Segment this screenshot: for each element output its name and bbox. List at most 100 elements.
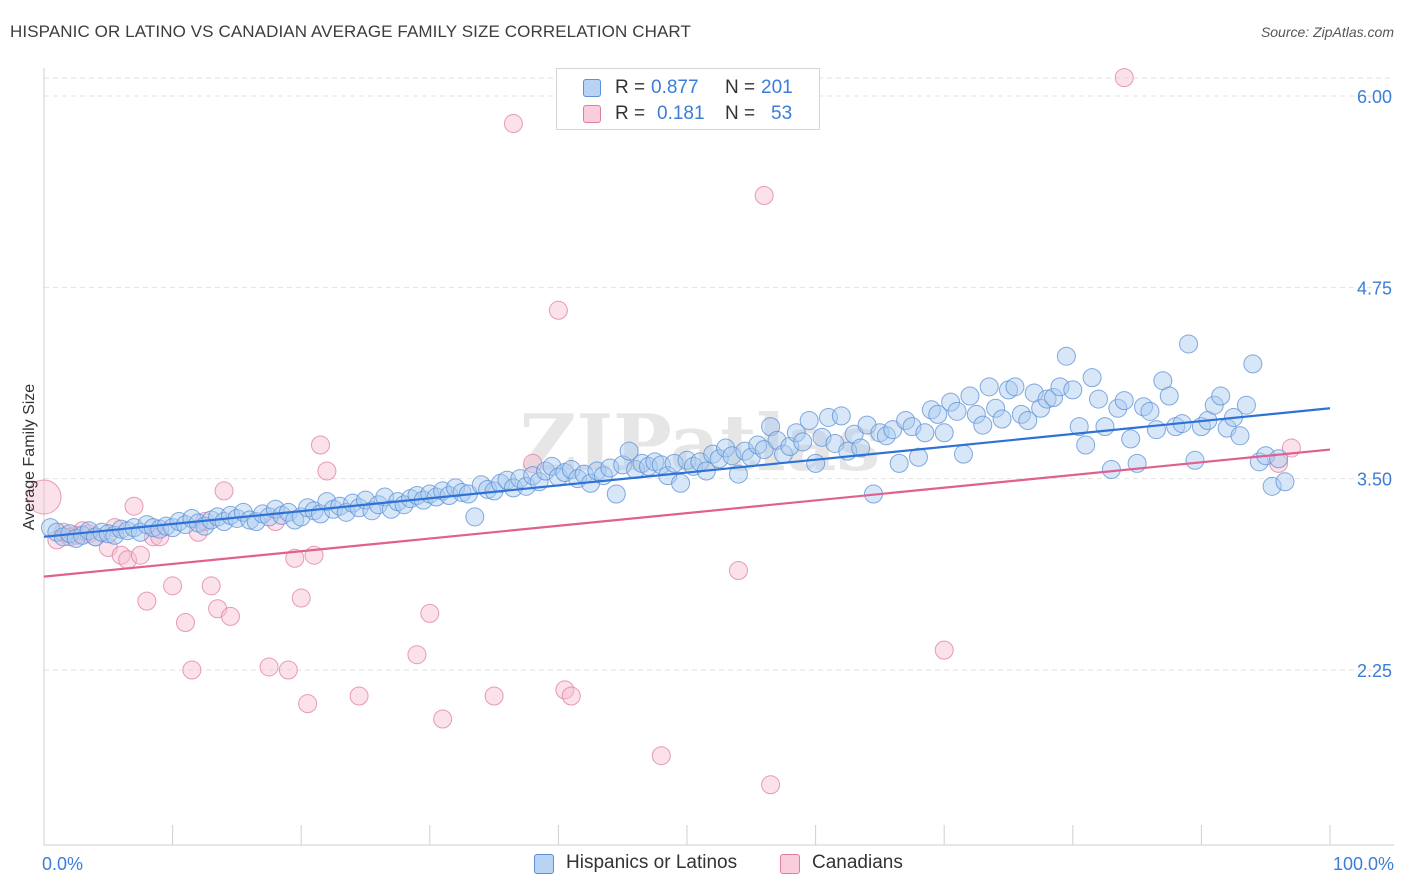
n-value: 53 (771, 103, 793, 124)
point-canadians (433, 709, 453, 729)
point-hispanics (1095, 417, 1115, 437)
point-canadians (317, 461, 337, 481)
point-hispanics (986, 398, 1006, 418)
point-canadians (407, 645, 427, 665)
point-canadians (484, 686, 504, 706)
point-hispanics (786, 423, 806, 443)
point-hispanics (1121, 429, 1141, 449)
r-label: R = (615, 77, 646, 98)
point-hispanics (1185, 450, 1205, 470)
grid-lines (44, 77, 1394, 671)
point-hispanics (928, 404, 948, 424)
point-canadians (310, 435, 330, 455)
point-hispanics (1140, 401, 1160, 421)
point-hispanics (831, 406, 851, 426)
point-hispanics (1089, 389, 1109, 409)
point-hispanics (1159, 386, 1179, 406)
point-hispanics (1275, 472, 1295, 492)
r-value: 0.877 (651, 77, 699, 98)
point-hispanics (973, 415, 993, 435)
point-hispanics (889, 453, 909, 473)
point-canadians (259, 657, 279, 677)
n-value: 201 (761, 77, 793, 98)
point-canadians (201, 576, 221, 596)
point-hispanics (799, 411, 819, 431)
point-hispanics (1044, 388, 1064, 408)
point-hispanics (1069, 417, 1089, 437)
legend-label-hispanics: Hispanics or Latinos (566, 852, 738, 873)
point-canadians (124, 496, 144, 516)
point-canadians (291, 588, 311, 608)
x-tick-label: 0.0% (42, 854, 83, 874)
point-canadians (349, 686, 369, 706)
point-canadians (137, 591, 157, 611)
point-hispanics (664, 453, 684, 473)
point-canadians (26, 479, 62, 515)
point-hispanics (806, 453, 826, 473)
point-hispanics (709, 449, 729, 469)
source-label: Source: ZipAtlas.com (1260, 24, 1394, 40)
tick-labels: 2.25 3.50 4.75 6.00 0.0% 100.0% (42, 87, 1394, 874)
point-hispanics (600, 458, 620, 478)
point-hispanics (1050, 377, 1070, 397)
point-hispanics (915, 423, 935, 443)
point-canadians (420, 603, 440, 623)
trend-lines (43, 407, 1331, 578)
y-axis-label: Average Family Size (21, 384, 38, 531)
point-hispanics (452, 482, 472, 502)
trend-line-hispanics (43, 407, 1331, 538)
point-hispanics (1076, 435, 1096, 455)
point-canadians (150, 527, 170, 547)
x-tick-label: 100.0% (1333, 854, 1394, 874)
point-hispanics (1269, 449, 1289, 469)
point-hispanics (619, 441, 639, 461)
point-hispanics (1179, 334, 1199, 354)
point-hispanics (1082, 368, 1102, 388)
point-hispanics (1230, 426, 1250, 446)
point-hispanics (1056, 346, 1076, 366)
point-canadians (548, 300, 568, 320)
stats-legend: R = 0.877 N = 201 R = 0.181 N = 53 (556, 68, 820, 130)
point-canadians (298, 694, 318, 714)
point-hispanics (671, 473, 691, 493)
point-canadians (728, 561, 748, 581)
point-hispanics (1005, 377, 1025, 397)
point-canadians (175, 613, 195, 633)
y-tick-label: 4.75 (1357, 278, 1392, 298)
point-hispanics (979, 377, 999, 397)
point-hispanics (941, 392, 961, 412)
r-label: R = (615, 103, 646, 124)
point-hispanics (1236, 395, 1256, 415)
trend-line-canadians (43, 448, 1331, 578)
point-hispanics (561, 459, 581, 479)
axes (43, 68, 1394, 846)
point-hispanics (465, 507, 485, 527)
point-hispanics (934, 423, 954, 443)
r-value: 0.181 (657, 103, 705, 124)
point-hispanics (1037, 389, 1057, 409)
point-hispanics (793, 432, 813, 452)
point-hispanics (1018, 411, 1038, 431)
point-hispanics (851, 438, 871, 458)
swatch-canadians (583, 105, 601, 123)
n-label: N = (725, 77, 756, 98)
point-hispanics (317, 492, 337, 512)
chart-title: HISPANIC OR LATINO VS CANADIAN AVERAGE F… (10, 22, 691, 41)
point-hispanics (992, 409, 1012, 429)
point-hispanics (883, 420, 903, 440)
point-canadians (285, 548, 305, 568)
n-label: N = (725, 103, 756, 124)
point-hispanics (716, 438, 736, 458)
point-canadians (1114, 68, 1134, 88)
point-canadians (278, 660, 298, 680)
point-hispanics (960, 386, 980, 406)
point-hispanics (1262, 476, 1282, 496)
point-hispanics (953, 444, 973, 464)
point-hispanics (722, 446, 742, 466)
point-hispanics (1031, 398, 1051, 418)
point-hispanics (510, 469, 530, 489)
y-tick-label: 6.00 (1357, 87, 1392, 107)
point-canadians (214, 481, 234, 501)
point-hispanics (381, 499, 401, 519)
